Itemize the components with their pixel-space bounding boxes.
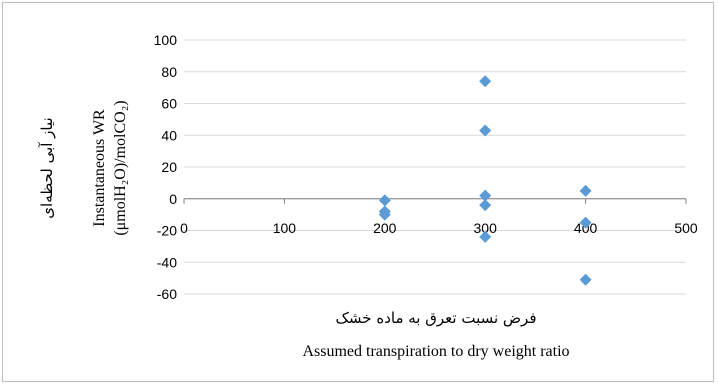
data-point: [479, 75, 492, 88]
y-axis-label-fa: نیاز آبی لحظه‌ای: [38, 117, 56, 218]
data-point: [479, 199, 492, 212]
data-points: [378, 75, 592, 286]
y-tick-label: 60: [161, 96, 177, 112]
x-tick-labels: 0100200300400500: [180, 220, 698, 236]
x-tick-label: 500: [674, 220, 698, 236]
y-tick-labels: 100 80 60 40 20 0 -20 -40 -60: [154, 32, 178, 302]
y-tick-label: 20: [161, 159, 177, 175]
x-tick-label: 300: [474, 220, 498, 236]
y-tick-label: 0: [169, 191, 177, 207]
y-tick-label: -60: [157, 286, 177, 302]
x-axis-label-fa: فرض نسبت تعرق به ماده خشک: [336, 309, 537, 327]
y-tick-label: 100: [154, 32, 178, 48]
data-point: [579, 273, 592, 286]
data-point: [479, 230, 492, 243]
y-tick-label: -20: [157, 223, 177, 239]
x-axis-label-en: Assumed transpiration to dry weight rati…: [302, 343, 569, 360]
gridlines: [183, 39, 687, 295]
data-point: [378, 194, 391, 207]
y-tick-label: 80: [161, 64, 177, 80]
x-tick-label: 100: [273, 220, 297, 236]
chart-area: [2, 2, 714, 382]
y-axis-label-en-line2: (μmolH₂O)/molCO₂): [112, 100, 129, 235]
x-tick-label: 0: [180, 220, 188, 236]
data-point: [378, 208, 391, 221]
data-point: [579, 184, 592, 197]
data-point: [479, 124, 492, 137]
y-tick-label: -40: [157, 254, 177, 270]
data-point: [479, 189, 492, 202]
data-point: [579, 216, 592, 229]
x-tick-label: 200: [373, 220, 397, 236]
y-axis-label-en-line1: Instantaneous WR: [91, 109, 108, 227]
y-tick-label: 40: [161, 127, 177, 143]
